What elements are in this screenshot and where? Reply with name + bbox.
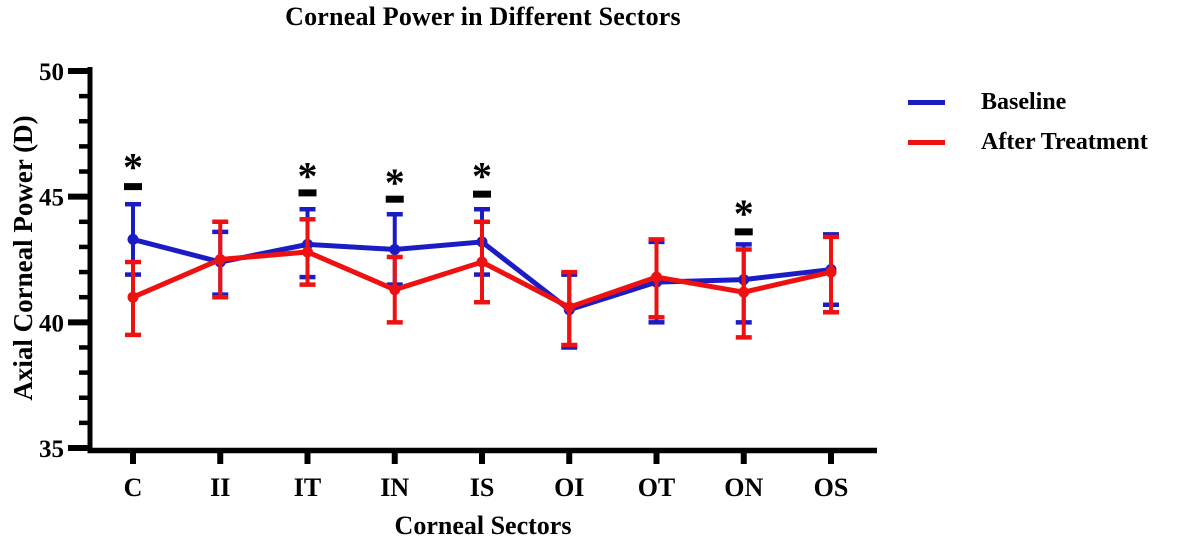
baseline-line-icon bbox=[908, 100, 945, 105]
significance-bar bbox=[734, 228, 753, 236]
data-point bbox=[389, 284, 401, 296]
significance-star: * bbox=[298, 154, 318, 199]
svg-text:OS: OS bbox=[814, 473, 849, 502]
svg-text:35: 35 bbox=[39, 436, 64, 463]
svg-text:OI: OI bbox=[554, 473, 584, 502]
significance-bar bbox=[385, 195, 404, 203]
svg-text:II: II bbox=[210, 473, 230, 502]
axes bbox=[87, 67, 877, 454]
svg-text:45: 45 bbox=[39, 185, 64, 212]
legend-label-baseline: Baseline bbox=[981, 89, 1067, 115]
significance-markers: * * * * * bbox=[123, 145, 754, 236]
data-point bbox=[563, 301, 575, 313]
series-after-treatment bbox=[125, 217, 839, 348]
significance-bar bbox=[124, 183, 142, 191]
legend: Baseline After Treatment bbox=[908, 88, 1148, 157]
svg-text:IS: IS bbox=[470, 473, 495, 502]
x-axis-title: Corneal Sectors bbox=[394, 511, 572, 540]
significance-star: * bbox=[472, 154, 492, 199]
legend-item-after-treatment: After Treatment bbox=[908, 128, 1148, 157]
data-point bbox=[389, 243, 401, 255]
svg-text:IT: IT bbox=[294, 473, 321, 502]
significance-bar bbox=[473, 190, 491, 198]
legend-label-after-treatment: After Treatment bbox=[981, 129, 1148, 155]
svg-text:50: 50 bbox=[39, 59, 64, 86]
data-point bbox=[127, 291, 139, 303]
figure-title: Corneal Power in Different Sectors bbox=[285, 2, 681, 31]
x-axis-ticks: C II IT IN IS OI OT ON OS bbox=[124, 453, 849, 502]
data-point bbox=[825, 266, 837, 278]
significance-star: * bbox=[734, 191, 754, 236]
svg-text:ON: ON bbox=[724, 473, 763, 502]
data-point bbox=[651, 271, 662, 283]
data-point bbox=[127, 233, 139, 245]
significance-star: * bbox=[123, 145, 143, 190]
data-point bbox=[476, 256, 488, 268]
significance-star: * bbox=[385, 160, 405, 205]
svg-text:C: C bbox=[124, 473, 143, 502]
y-axis-ticks: 50 45 40 35 bbox=[39, 59, 90, 463]
legend-item-baseline: Baseline bbox=[908, 88, 1148, 117]
data-point bbox=[214, 254, 226, 265]
data-point bbox=[738, 286, 750, 298]
data-point bbox=[302, 246, 313, 258]
svg-text:40: 40 bbox=[39, 310, 64, 337]
significance-bar bbox=[298, 189, 317, 197]
svg-text:OT: OT bbox=[638, 473, 676, 502]
after-treatment-line-icon bbox=[908, 140, 945, 145]
svg-text:IN: IN bbox=[380, 473, 409, 502]
